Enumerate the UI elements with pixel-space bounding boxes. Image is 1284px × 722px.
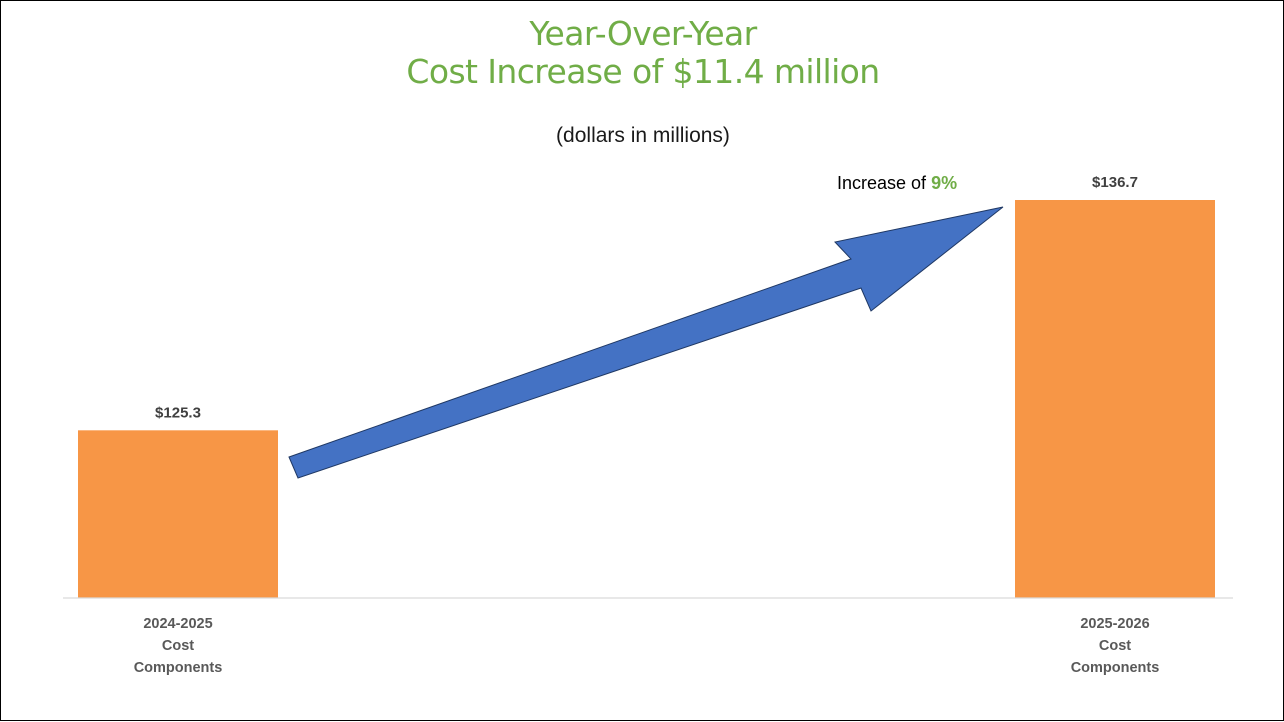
- category-label-line: Components: [133, 660, 223, 676]
- data-label: $125.3: [155, 404, 201, 421]
- bars-group: [78, 200, 1215, 598]
- chart-title-line-1: Year-Over-Year: [529, 14, 757, 53]
- data-label: $136.7: [1092, 174, 1138, 191]
- increase-annotation-value: 9%: [931, 173, 958, 193]
- bar: [78, 430, 278, 598]
- increase-arrow: [288, 206, 1004, 479]
- category-label-line: Components: [1070, 660, 1160, 676]
- category-label-line: Cost: [1098, 638, 1132, 654]
- increase-annotation: Increase of 9%: [837, 173, 957, 194]
- data-labels-group: $125.3 $136.7: [155, 174, 1138, 421]
- category-label: 2024-2025 Cost Components: [88, 613, 268, 679]
- bar: [1015, 200, 1215, 598]
- category-label-line: 2024-2025: [143, 616, 213, 632]
- increase-annotation-prefix: Increase of: [837, 173, 932, 193]
- category-label: 2025-2026 Cost Components: [1025, 613, 1205, 679]
- chart-subtitle: (dollars in millions): [556, 124, 730, 147]
- chart-title-line-2: Cost Increase of $11.4 million: [406, 52, 880, 91]
- chart-title: Year-Over-Year Cost Increase of $11.4 mi…: [1, 15, 1284, 91]
- category-label-line: 2025-2026: [1080, 616, 1150, 632]
- category-label-line: Cost: [161, 638, 195, 654]
